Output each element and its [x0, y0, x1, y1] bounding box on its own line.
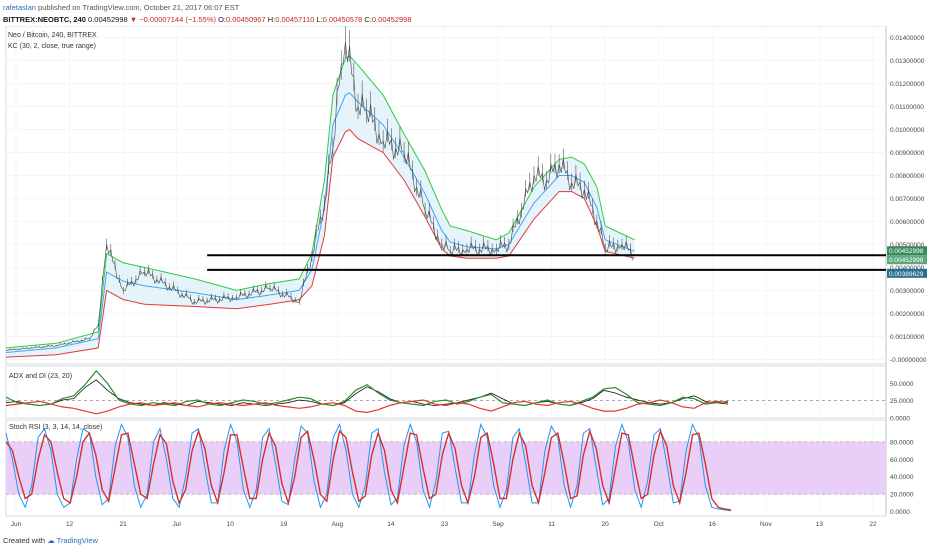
adx-y-tick-label: 0.0000 — [890, 416, 910, 423]
y-tick-label: 0.01000000 — [890, 127, 925, 134]
adx-indicator-label: ADX and DI (23, 20) — [9, 373, 73, 380]
footer: Created with ☁ TradingView — [3, 535, 98, 547]
stoch-indicator-label: Stoch RSI (3, 3, 14, 14, close) — [9, 424, 103, 431]
x-tick-label: 19 — [280, 521, 288, 528]
x-tick-label: 22 — [869, 521, 877, 528]
chart-area[interactable]: 0.01400000 0.01300000 0.01200000 0.01100000… — [3, 26, 929, 530]
x-tick-label: 13 — [816, 521, 824, 528]
di-minus-line — [5, 399, 729, 415]
y-tick-label: 0.01400000 — [890, 35, 925, 42]
price-badge-label: 0.00452998 — [889, 248, 924, 255]
x-tick-label: 14 — [387, 521, 395, 528]
high-value: 0.00457110 — [275, 15, 315, 24]
stoch-y-tick-label: 0.0000 — [890, 509, 910, 516]
footer-created-label: Created with — [3, 536, 46, 545]
open-label: O: — [218, 15, 227, 24]
price-badge-label: 0.00389629 — [889, 271, 924, 278]
x-tick-label: 23 — [441, 521, 449, 528]
di-plus-line — [5, 369, 729, 407]
price-badge — [887, 268, 927, 278]
x-tick-label: Nov — [760, 521, 772, 528]
symbol-label: BITTREX:NEOBTC, 240 — [3, 15, 86, 24]
x-tick-label: Oct — [654, 521, 664, 528]
x-tick-label: 10 — [227, 521, 235, 528]
x-tick-label: Jun — [11, 521, 22, 528]
stoch-band-fill — [6, 441, 886, 495]
chart-title: Neo / Bitcoin, 240, BITTREX — [8, 32, 97, 39]
x-tick-label: Jul — [173, 521, 182, 528]
adx-line — [5, 379, 729, 406]
x-tick-label: 20 — [602, 521, 610, 528]
x-tick-label: 16 — [709, 521, 717, 528]
stoch-y-tick-label: 40.0000 — [890, 474, 914, 481]
y-tick-label: 0.00500000 — [890, 242, 925, 249]
y-tick-label: 0.00700000 — [890, 196, 925, 203]
y-tick-label: 0.01200000 — [890, 81, 925, 88]
x-tick-label: 11 — [548, 521, 555, 528]
y-tick-label: 0.00600000 — [890, 219, 925, 226]
price-badge — [887, 246, 927, 256]
y-tick-label: 0.01300000 — [890, 58, 925, 65]
author-link[interactable]: rafetaslan — [3, 3, 36, 12]
open-value: 0.00450967 — [226, 15, 266, 24]
price-badge — [887, 255, 927, 265]
x-tick-label: 21 — [120, 521, 128, 528]
tradingview-logo-icon: ☁ — [47, 536, 55, 545]
x-tick-label: Aug — [332, 521, 344, 528]
publish-info: published on TradingView.com, October 21… — [38, 3, 240, 12]
y-tick-label: 0.00900000 — [890, 150, 925, 157]
high-label: H: — [267, 15, 276, 24]
price-badge-label: 0.00452998 — [889, 257, 924, 264]
pane-frame-adx — [5, 365, 887, 419]
symbol-header: BITTREX:NEOBTC, 240 0.00452998 ▼ −0.0000… — [3, 14, 412, 26]
lower-band-line — [5, 128, 635, 358]
stoch-y-tick-label: 80.0000 — [890, 439, 914, 446]
x-tick-label: 12 — [66, 521, 74, 528]
y-tick-label: 0.00800000 — [890, 173, 925, 180]
kc-indicator-label: KC (30, 2, close, true range) — [8, 43, 96, 50]
close-value: 0.00452998 — [371, 15, 412, 24]
stoch-d-line — [5, 429, 732, 511]
close-label: C: — [364, 15, 372, 24]
x-tick-label: Sep — [492, 521, 504, 528]
price-change: ▼ −0.00007144 (−1.55%) — [129, 15, 216, 24]
y-tick-label: 0.01100000 — [890, 104, 924, 111]
stoch-y-tick-label: 20.0000 — [890, 492, 914, 499]
stoch-y-tick-label: 60.0000 — [890, 457, 914, 464]
adx-y-tick-label: 25.0000 — [890, 398, 914, 405]
footer-brand[interactable]: TradingView — [56, 536, 98, 545]
adx-y-tick-label: 50.0000 — [890, 381, 914, 388]
stoch-k-line — [5, 422, 732, 512]
low-value: 0.00450578 — [322, 15, 363, 24]
y-tick-label: -0.00000000 — [890, 357, 927, 364]
price-line — [5, 42, 633, 351]
low-label: L: — [316, 15, 323, 24]
y-tick-label: 0.00100000 — [890, 334, 925, 341]
y-tick-label: 0.00400000 — [890, 265, 925, 272]
chart-legend: Neo / Bitcoin, 240, BITTREX KC (30, 2, c… — [8, 30, 97, 52]
y-tick-label: 0.00300000 — [890, 288, 925, 295]
publish-header: rafetaslan published on TradingView.com,… — [3, 2, 239, 14]
y-tick-label: 0.00200000 — [890, 311, 925, 318]
last-price: 0.00452998 — [88, 15, 128, 24]
